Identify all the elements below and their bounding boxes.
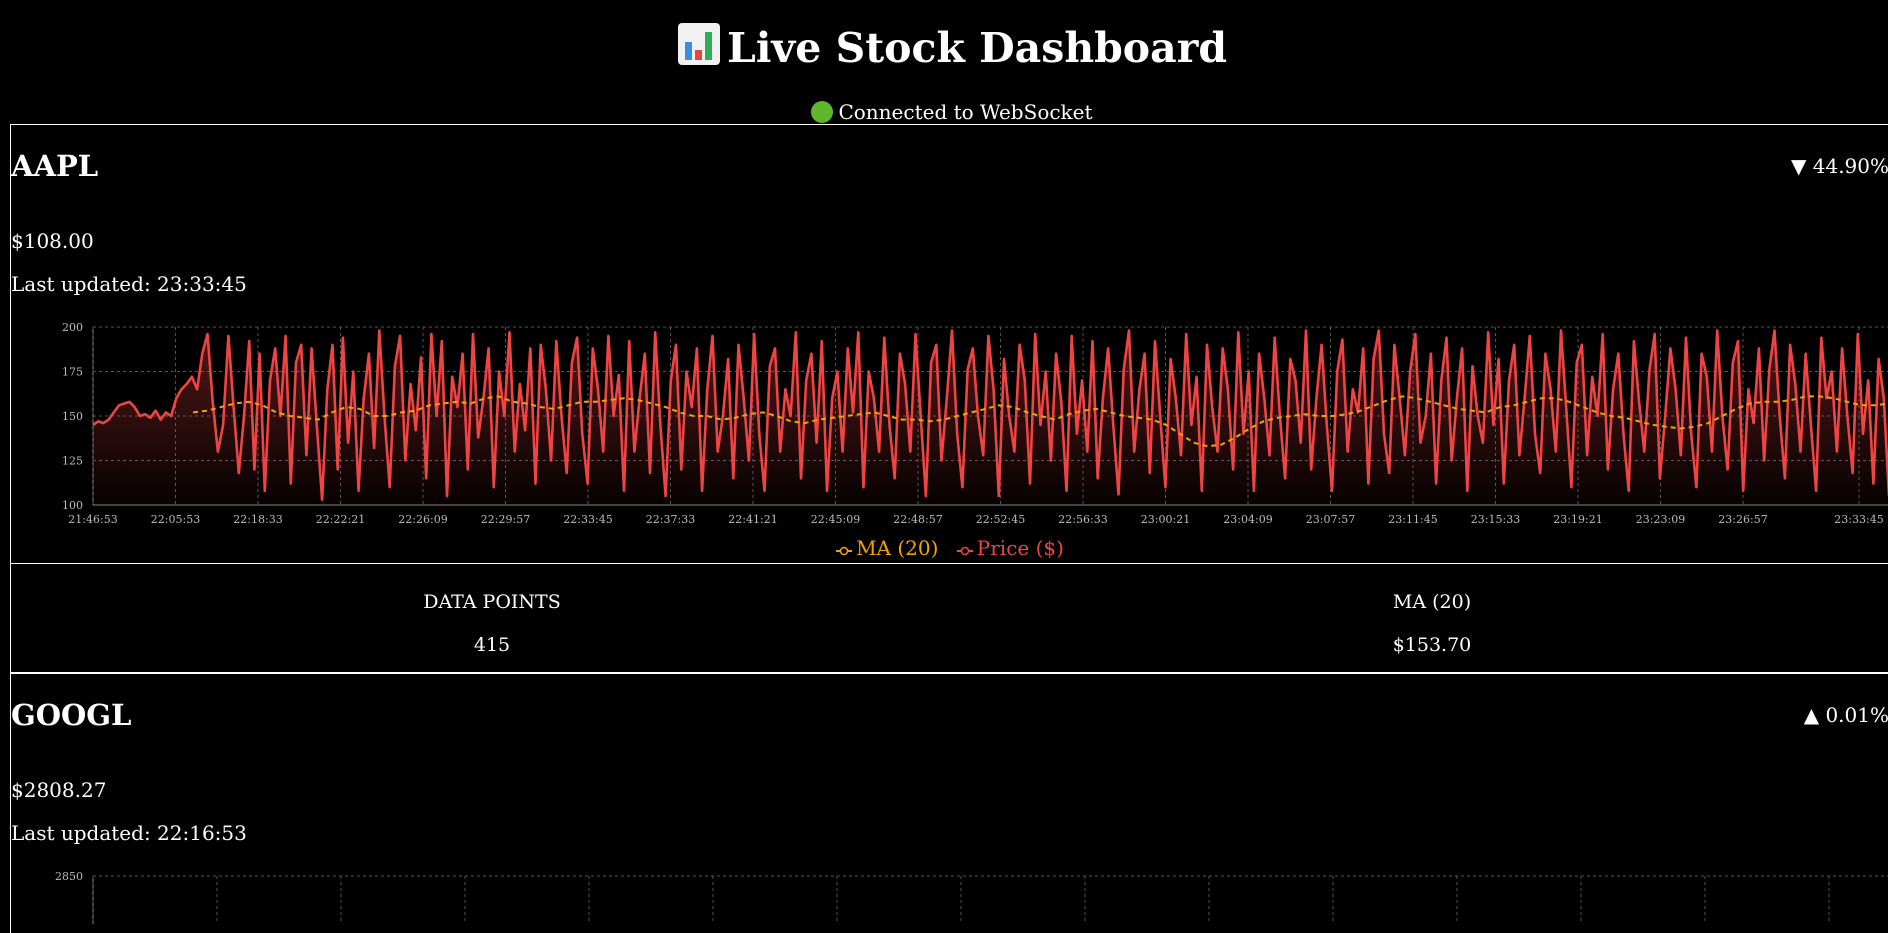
- x-tick-label: 22:41:21: [728, 513, 777, 526]
- stat-value: $153.70: [1392, 634, 1472, 656]
- connection-status-text: Connected to WebSocket: [838, 100, 1093, 124]
- last-updated: Last updated: 23:33:45: [11, 272, 247, 296]
- page-title: Live Stock Dashboard: [0, 22, 1888, 78]
- legend-price-label: Price ($): [976, 536, 1064, 560]
- price-series-line: [92, 329, 1888, 501]
- bar-chart-emoji-icon: [677, 22, 721, 78]
- x-tick-label: 22:45:09: [811, 513, 860, 526]
- y-tick-label: 2850: [55, 870, 83, 883]
- stock-change: ▲ 0.01%: [1803, 703, 1888, 727]
- chart-legend: MA (20) Price ($): [11, 535, 1888, 561]
- price-chart-googl: 2850: [55, 870, 1888, 924]
- y-tick-label: 100: [62, 499, 83, 512]
- stock-card-aapl: AAPL ▼ 44.90% $108.00 Last updated: 23:3…: [10, 124, 1888, 673]
- stock-stats: DATA POINTS 415 MA (20) $153.70: [11, 563, 1888, 673]
- y-tick-label: 150: [62, 410, 83, 423]
- x-tick-label: 23:11:45: [1388, 513, 1437, 526]
- stock-price: $2808.27: [11, 778, 107, 802]
- page-title-text: Live Stock Dashboard: [727, 24, 1227, 72]
- x-tick-label: 22:33:45: [563, 513, 612, 526]
- x-tick-label: 22:52:45: [976, 513, 1025, 526]
- y-tick-label: 175: [62, 366, 83, 379]
- stat-value: 415: [473, 634, 511, 656]
- stock-symbol: GOOGL: [11, 698, 132, 732]
- x-tick-label: 22:26:09: [398, 513, 447, 526]
- legend-price-marker-icon: [956, 546, 973, 556]
- x-tick-label: 23:04:09: [1223, 513, 1272, 526]
- y-tick-label: 200: [62, 321, 83, 334]
- x-tick-label: 21:46:53: [68, 513, 117, 526]
- x-tick-label: 23:19:21: [1553, 513, 1602, 526]
- last-updated: Last updated: 22:16:53: [11, 821, 247, 845]
- y-tick-label: 125: [62, 455, 83, 468]
- x-tick-label: 23:07:57: [1306, 513, 1355, 526]
- price-chart-aapl: 100 125 150 175 200 21:46:53 22:05:53 22:18:33 2…: [62, 321, 1888, 526]
- stock-price: $108.00: [11, 229, 94, 253]
- x-tick-label: 23:23:09: [1636, 513, 1685, 526]
- price-area: [93, 330, 1888, 505]
- x-tick-label: 22:37:33: [646, 513, 695, 526]
- x-tick-label: 22:29:57: [481, 513, 530, 526]
- x-tick-label: 22:18:33: [233, 513, 282, 526]
- stock-symbol: AAPL: [11, 149, 99, 183]
- stock-change: ▼ 44.90%: [1791, 154, 1888, 178]
- legend-item-ma[interactable]: MA (20): [836, 535, 938, 561]
- connection-status: Connected to WebSocket: [0, 99, 1888, 125]
- x-tick-label: 23:15:33: [1471, 513, 1520, 526]
- x-tick-label: 23:00:21: [1141, 513, 1190, 526]
- stock-card-googl: GOOGL ▲ 0.01% $2808.27 Last updated: 22:…: [10, 673, 1888, 933]
- x-tick-label: 23:33:45: [1834, 513, 1883, 526]
- stat-label: MA (20): [1392, 591, 1472, 613]
- x-tick-label: 22:56:33: [1058, 513, 1107, 526]
- stat-label: DATA POINTS: [423, 591, 561, 613]
- x-tick-label: 22:48:57: [893, 513, 942, 526]
- legend-ma-label: MA (20): [856, 536, 939, 560]
- x-tick-label: 22:22:21: [316, 513, 365, 526]
- x-tick-label: 23:26:57: [1718, 513, 1767, 526]
- connected-status-icon: [811, 101, 834, 123]
- legend-ma-marker-icon: [836, 546, 853, 556]
- legend-item-price[interactable]: Price ($): [956, 535, 1064, 561]
- x-tick-label: 22:05:53: [151, 513, 200, 526]
